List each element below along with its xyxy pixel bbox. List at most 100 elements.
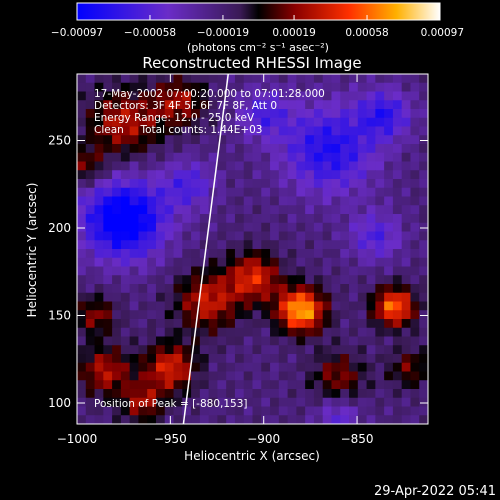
- heatmap-cell: [331, 240, 341, 250]
- heatmap-cell: [226, 100, 236, 110]
- heatmap-cell: [182, 135, 192, 145]
- heatmap-cell: [138, 117, 148, 128]
- heatmap-cell: [340, 336, 350, 346]
- heatmap-cell: [340, 109, 350, 119]
- heatmap-cell: [103, 354, 113, 364]
- heatmap-cell: [191, 275, 201, 285]
- heatmap-cell: [103, 109, 113, 119]
- heatmap-cell: [208, 144, 219, 154]
- heatmap-cell: [182, 310, 192, 320]
- heatmap-cell: [305, 91, 315, 101]
- heatmap-cell: [217, 109, 227, 119]
- heatmap-cell: [94, 117, 104, 128]
- heatmap-cell: [270, 389, 280, 399]
- heatmap-cell: [129, 354, 140, 364]
- heatmap-cell: [278, 196, 289, 206]
- heatmap-cell: [349, 91, 359, 101]
- heatmap-cell: [419, 170, 428, 180]
- heatmap-cell: [173, 144, 183, 154]
- heatmap-cell: [296, 82, 306, 93]
- heatmap-cell: [357, 292, 368, 303]
- heatmap-cell: [252, 152, 262, 163]
- heatmap-cell: [340, 196, 350, 206]
- heatmap-cell: [199, 310, 210, 320]
- heatmap-cell: [234, 117, 245, 128]
- heatmap-cell: [129, 196, 140, 206]
- heatmap-cell: [112, 205, 122, 215]
- heatmap-cell: [392, 240, 403, 250]
- heatmap-cell: [296, 292, 306, 303]
- heatmap-cell: [401, 284, 412, 294]
- heatmap-cell: [349, 301, 359, 311]
- heatmap-cell: [226, 389, 236, 399]
- heatmap-cell: [77, 371, 87, 381]
- heatmap-cell: [199, 100, 210, 110]
- heatmap-cell: [313, 222, 324, 233]
- heatmap-cell: [401, 319, 412, 329]
- heatmap-cell: [173, 117, 183, 128]
- heatmap-cell: [401, 135, 412, 145]
- heatmap-cell: [270, 187, 280, 198]
- heatmap-cell: [85, 205, 96, 215]
- heatmap-cell: [305, 196, 315, 206]
- heatmap-cell: [129, 345, 140, 355]
- heatmap-cell: [120, 415, 131, 424]
- heatmap-cell: [410, 275, 420, 285]
- heatmap-cell: [296, 152, 306, 163]
- heatmap-cell: [287, 187, 297, 198]
- heatmap-cell: [77, 144, 87, 154]
- heatmap-cell: [112, 266, 122, 276]
- heatmap-cell: [313, 214, 324, 224]
- heatmap-cell: [357, 354, 368, 364]
- heatmap-cell: [129, 187, 140, 198]
- heatmap-cell: [112, 406, 122, 416]
- heatmap-cell: [217, 389, 227, 399]
- heatmap-cell: [349, 327, 359, 338]
- heatmap-cell: [217, 292, 227, 303]
- heatmap-cell: [331, 170, 341, 180]
- heatmap-cell: [243, 170, 254, 180]
- heatmap-cell: [155, 266, 166, 276]
- heatmap-cell: [401, 196, 412, 206]
- heatmap-cell: [392, 170, 403, 180]
- heatmap-cell: [296, 100, 306, 110]
- heatmap-cell: [208, 205, 219, 215]
- heatmap-cell: [401, 222, 412, 233]
- heatmap-cell: [164, 109, 175, 119]
- heatmap-cell: [226, 354, 236, 364]
- heatmap-cell: [173, 266, 183, 276]
- heatmap-cell: [270, 161, 280, 171]
- heatmap-cell: [208, 91, 219, 101]
- heatmap-cell: [164, 205, 175, 215]
- heatmap-cell: [349, 240, 359, 250]
- heatmap-cell: [392, 380, 403, 390]
- heatmap-cell: [85, 380, 96, 390]
- heatmap-cell: [278, 231, 289, 241]
- heatmap-cell: [322, 389, 333, 399]
- heatmap-cell: [322, 152, 333, 163]
- heatmap-cell: [392, 397, 403, 408]
- heatmap-cell: [138, 91, 148, 101]
- heatmap-cell: [112, 319, 122, 329]
- heatmap-cell: [147, 231, 157, 241]
- heatmap-cell: [340, 205, 350, 215]
- heatmap-cell: [120, 74, 131, 84]
- heatmap-cell: [234, 266, 245, 276]
- heatmap-cell: [85, 170, 96, 180]
- heatmap-cell: [322, 327, 333, 338]
- heatmap-cell: [419, 327, 428, 338]
- heatmap-cell: [226, 257, 236, 268]
- heatmap-cell: [173, 179, 183, 189]
- heatmap-cell: [331, 187, 341, 198]
- heatmap-cell: [322, 91, 333, 101]
- heatmap-cell: [366, 152, 376, 163]
- heatmap-cell: [278, 161, 289, 171]
- heatmap-cell: [217, 135, 227, 145]
- heatmap-cell: [305, 275, 315, 285]
- heatmap-cell: [94, 257, 104, 268]
- heatmap-cell: [349, 187, 359, 198]
- heatmap-cell: [191, 415, 201, 424]
- heatmap-cell: [226, 179, 236, 189]
- heatmap-cell: [234, 187, 245, 198]
- heatmap-cell: [234, 284, 245, 294]
